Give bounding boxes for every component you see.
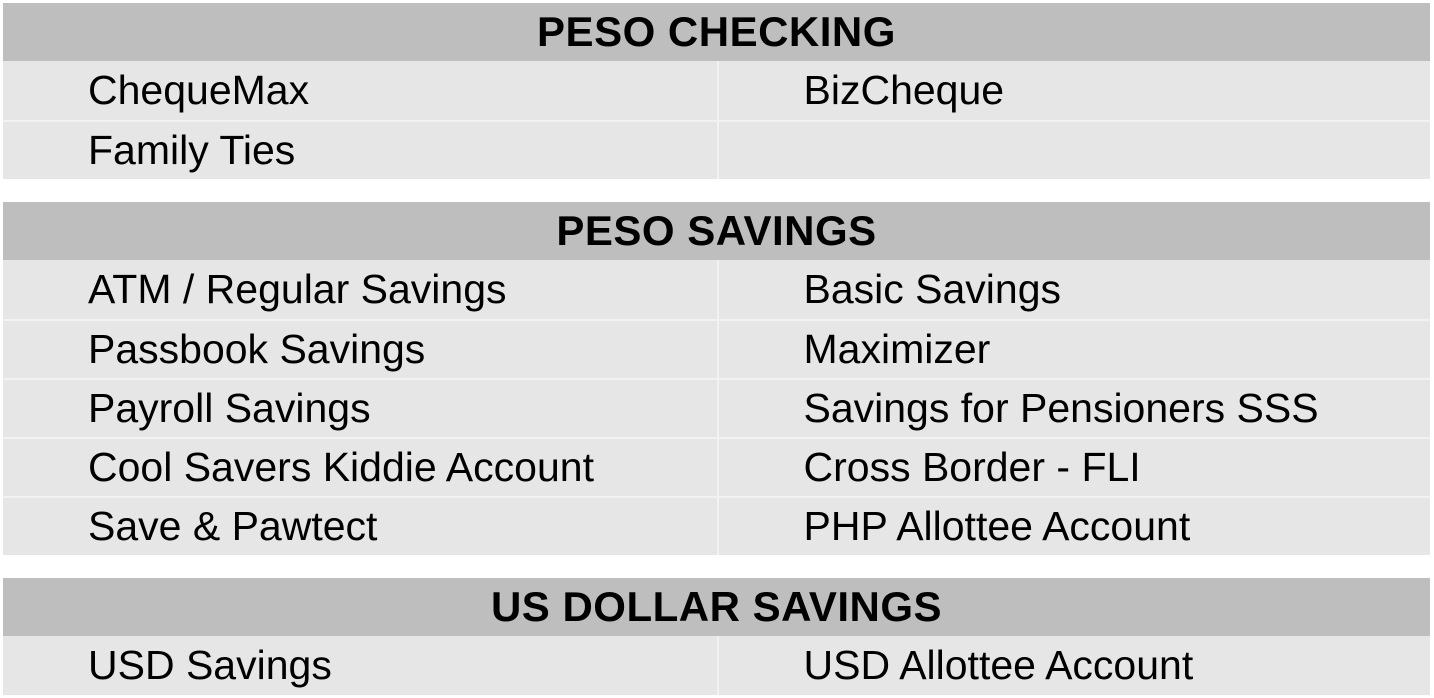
product-cell: Passbook Savings [3,319,717,378]
product-cell: USD Allottee Account [716,636,1430,695]
product-cell: Basic Savings [716,260,1430,319]
product-cell: Save & Pawtect [3,496,717,555]
product-name: USD Savings [88,642,332,688]
product-cell: ChequeMax [3,61,717,120]
product-name: Save & Pawtect [88,503,378,549]
section-rows: ATM / Regular Savings Basic Savings Passbo… [3,260,1430,555]
product-cell: Cool Savers Kiddie Account [3,437,717,496]
product-cell: ATM / Regular Savings [3,260,717,319]
product-name: Savings for Pensioners SSS [803,385,1319,431]
product-cell: Family Ties [3,120,717,179]
product-cell: PHP Allottee Account [716,496,1430,555]
product-name: ATM / Regular Savings [88,266,507,312]
product-name: ChequeMax [88,67,310,113]
product-cell: Savings for Pensioners SSS [716,378,1430,437]
section-us-dollar-savings: US DOLLAR SAVINGS USD Savings USD Allottee… [3,578,1430,695]
section-header: PESO CHECKING [3,3,1430,61]
section-title: US DOLLAR SAVINGS [490,583,943,630]
section-title: PESO SAVINGS [556,207,877,254]
product-cell: BizCheque [716,61,1430,120]
product-name: Maximizer [803,326,991,372]
section-header: PESO SAVINGS [3,202,1430,260]
product-name: Payroll Savings [88,385,371,431]
section-header: US DOLLAR SAVINGS [3,578,1430,636]
product-cell: Cross Border - FLI [716,437,1430,496]
product-name: Cool Savers Kiddie Account [88,444,594,490]
product-name: Basic Savings [803,266,1062,312]
section-rows: USD Savings USD Allottee Account [3,636,1430,695]
product-name: PHP Allottee Account [803,503,1191,549]
product-cell [716,120,1430,179]
product-name: Cross Border - FLI [803,444,1141,490]
section-rows: ChequeMax BizCheque Family Ties [3,61,1430,179]
product-name: Family Ties [88,127,296,173]
product-name: USD Allottee Account [803,642,1194,688]
section-peso-checking: PESO CHECKING ChequeMax BizCheque Family Ti… [3,3,1430,179]
product-cell: Payroll Savings [3,378,717,437]
product-cell: Maximizer [716,319,1430,378]
product-name: BizCheque [803,67,1005,113]
section-peso-savings: PESO SAVINGS ATM / Regular Savings Basic S… [3,202,1430,555]
product-cell: USD Savings [3,636,717,695]
product-name: Passbook Savings [88,326,426,372]
section-title: PESO CHECKING [537,8,896,55]
